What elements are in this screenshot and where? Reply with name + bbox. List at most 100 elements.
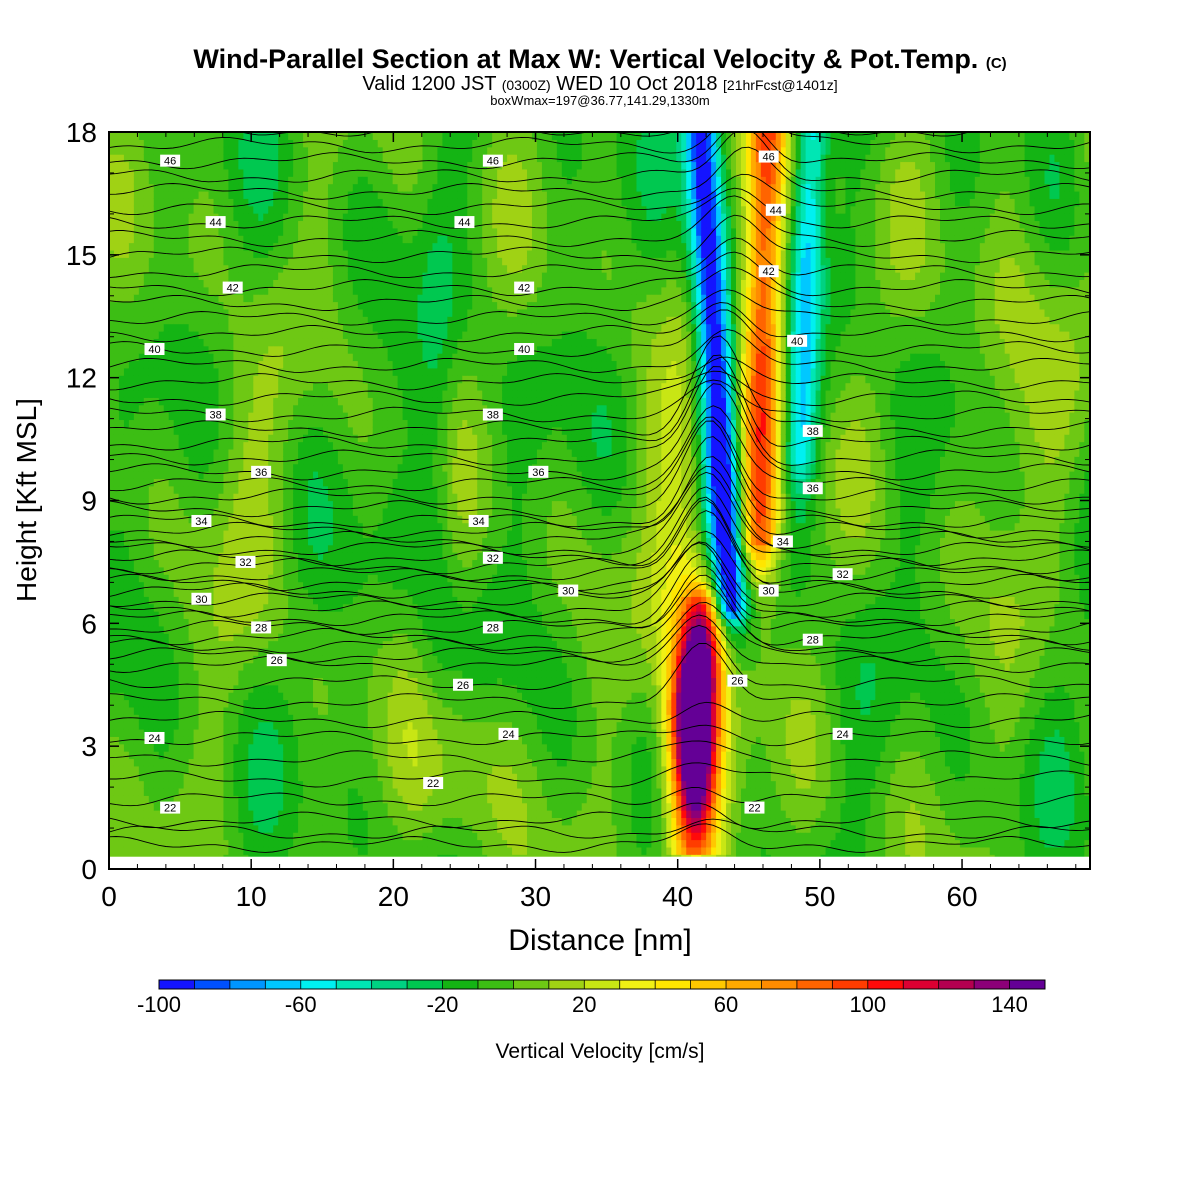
colorbar-tick-label: -100 [137, 992, 181, 1017]
theta-contour-line [109, 132, 1090, 154]
theta-contour-line [109, 354, 1090, 451]
theta-contour-line [109, 309, 1090, 357]
colorbar-swatch [513, 980, 550, 989]
theta-contour-line [109, 132, 1090, 170]
velocity-field [109, 132, 1090, 869]
colorbar-swatch [300, 980, 337, 989]
y-axis-label: Height [Kft MSL] [11, 398, 42, 602]
theta-contour-line [109, 70, 1090, 122]
theta-contour-line [109, 132, 1090, 183]
colorbar-swatch [726, 980, 762, 989]
colorbar-tick-label: 20 [572, 992, 596, 1017]
y-tick-label: 18 [66, 117, 97, 148]
colorbar-swatch [584, 980, 621, 989]
y-tick-label: 9 [81, 486, 97, 517]
theta-label: 46 [758, 150, 779, 164]
theta-contour-line [109, 786, 1090, 807]
theta-contour-line [109, 499, 1090, 584]
theta-label: 22 [744, 801, 765, 815]
theta-contour-line [109, 329, 1090, 373]
colorbar-tick-label: 60 [714, 992, 738, 1017]
colorbar-swatch [761, 980, 798, 989]
theta-contour-line [109, 335, 1090, 438]
colorbar-tick-label: -60 [285, 992, 317, 1017]
theta-contour-line [109, 740, 1090, 767]
x-tick-label: 0 [101, 881, 117, 912]
y-tick-label: 3 [81, 731, 97, 762]
box-info: boxWmax=197@36.77,141.29,1330m [0, 93, 1200, 108]
valid-date: WED 10 Oct 2018 [556, 73, 717, 95]
theta-contour-line [109, 383, 1090, 481]
chart-title: Wind-Parallel Section at Max W: Vertical… [0, 44, 1200, 75]
y-tick-label: 15 [66, 240, 97, 271]
theta-contour-line [109, 405, 1090, 492]
colorbar-swatch [548, 980, 585, 989]
theta-label: 30 [758, 584, 779, 598]
theta-label: 46 [160, 154, 181, 168]
theta-label: 38 [205, 408, 226, 422]
theta-contour-line [109, 724, 1090, 747]
theta-contour-line [109, 486, 1090, 567]
theta-label: 34 [772, 535, 793, 548]
theta-contour-line [109, 366, 1090, 466]
colorbar-swatch [371, 980, 408, 989]
theta-contour-line [109, 542, 1090, 618]
theta-label: 36 [251, 465, 272, 479]
theta-label: 30 [191, 592, 212, 606]
y-tick-label: 0 [81, 854, 97, 885]
colorbar-swatch [194, 980, 231, 989]
terrain-strip [109, 856, 1090, 869]
theta-contour-line [109, 370, 1090, 406]
colorbar-swatch [619, 980, 656, 989]
theta-label: 32 [832, 568, 853, 581]
colorbar: -100 -60 -20 20 60 100 140 [137, 979, 1046, 1017]
theta-label: 28 [482, 621, 503, 634]
forecast-info: [21hrFcst@1401z] [723, 77, 838, 93]
theta-label: 24 [832, 727, 853, 741]
colorbar-swatch [867, 980, 904, 989]
theta-label: 44 [205, 216, 226, 229]
colorbar-tick-label: 100 [849, 992, 886, 1017]
theta-contours [109, 70, 1090, 853]
theta-label: 42 [758, 265, 779, 278]
theta-contour-line [109, 436, 1090, 528]
colorbar-swatch [265, 980, 302, 989]
theta-label: 38 [482, 408, 503, 422]
theta-contour-line [109, 583, 1090, 654]
theta-contour-line [109, 602, 1090, 663]
colorbar-swatch [477, 980, 514, 989]
colorbar-tick-label: -20 [427, 992, 459, 1017]
theta-label: 30 [558, 584, 579, 598]
theta-contour-line [109, 302, 1090, 343]
theta-label: 36 [528, 465, 549, 479]
theta-contour-line [109, 416, 1090, 505]
theta-label: 28 [802, 633, 823, 647]
theta-label: 26 [727, 674, 748, 688]
valid-time: Valid 1200 JST [362, 73, 496, 95]
theta-contour-line [109, 356, 1090, 391]
y-tick-label: 6 [81, 608, 97, 639]
x-axis-label: Distance [nm] [508, 924, 691, 957]
theta-contour-labels: 46 46 44 44 42 42 40 40 38 38 36 36 34 34 32 32 30 30 28 28… [144, 150, 853, 815]
chart-title-suffix: (C) [986, 55, 1007, 72]
colorbar-swatch [442, 980, 479, 989]
colorbar-swatch [938, 980, 975, 989]
theta-label: 36 [802, 482, 823, 495]
theta-contour-line [109, 173, 1090, 216]
colorbar-swatch [655, 980, 692, 989]
theta-label: 26 [266, 654, 287, 667]
theta-contour-line [109, 456, 1090, 539]
theta-contour-line [109, 187, 1090, 229]
y-tick-label: 12 [66, 363, 97, 394]
x-tick-label: 60 [946, 881, 977, 912]
theta-contour-line [109, 146, 1090, 200]
theta-contour-line [109, 565, 1090, 635]
theta-contour-line [109, 553, 1090, 627]
colorbar-swatch [974, 980, 1011, 989]
chart-subtitle: Valid 1200 JST (0300Z) WED 10 Oct 2018 [… [0, 73, 1200, 96]
theta-contour-line [109, 420, 1090, 518]
x-tick-label: 40 [662, 881, 693, 912]
theta-label: 44 [454, 216, 475, 229]
